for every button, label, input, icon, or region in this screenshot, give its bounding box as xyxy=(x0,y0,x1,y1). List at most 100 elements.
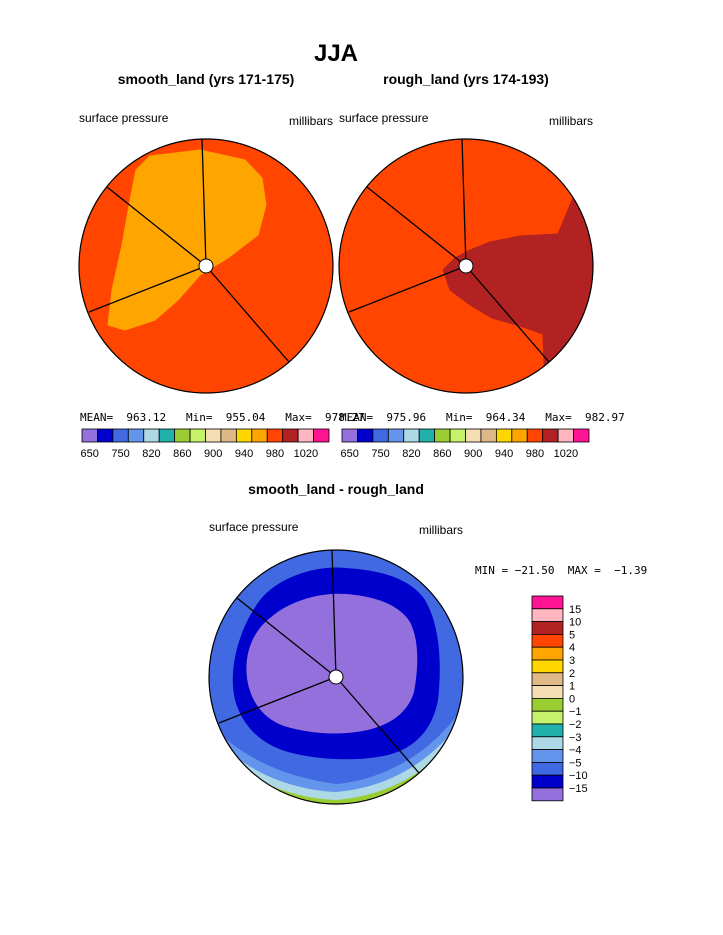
colorbar-label: 820 xyxy=(142,448,160,460)
colorbar-label: −15 xyxy=(569,783,588,795)
colorbar-label: −2 xyxy=(569,719,582,731)
colorbar-swatch xyxy=(97,428,114,443)
colorbar-label: 650 xyxy=(81,448,99,460)
longitude-line xyxy=(348,265,467,313)
colorbar-label: 980 xyxy=(526,448,544,460)
colorbar-swatch xyxy=(531,710,564,725)
colorbar-swatch xyxy=(220,428,237,443)
colorbar-label: 4 xyxy=(569,642,575,654)
colorbar-swatch xyxy=(531,774,564,789)
colorbar-swatch xyxy=(282,428,299,443)
stats-text: MEAN= 975.96 Min= 964.34 Max= 982.97 xyxy=(340,411,625,424)
colorbar-label: 900 xyxy=(204,448,222,460)
figure-title: JJA xyxy=(314,40,358,67)
colorbar-swatch xyxy=(372,428,389,443)
units-label: millibars xyxy=(549,114,593,128)
colorbar-swatch xyxy=(542,428,559,443)
variable-label: surface pressure xyxy=(209,520,299,534)
longitude-line xyxy=(331,550,337,678)
pole-marker xyxy=(458,258,474,274)
colorbar-label: −3 xyxy=(569,732,582,744)
colorbar-swatch xyxy=(81,428,98,443)
colorbar-label: 0 xyxy=(569,693,575,705)
colorbar-swatch xyxy=(531,634,564,648)
colorbar-label: 650 xyxy=(341,448,359,460)
colorbar-swatch xyxy=(531,723,564,738)
colorbar-label: −1 xyxy=(569,706,582,718)
region-interior xyxy=(246,593,418,734)
colorbar-swatch xyxy=(557,428,574,443)
colorbar-swatch xyxy=(357,428,374,443)
colorbar-label: 5 xyxy=(569,629,575,641)
colorbar-label: 2 xyxy=(569,668,575,680)
panel-title: smooth_land - rough_land xyxy=(248,481,424,497)
longitude-line xyxy=(106,186,207,267)
panel-title: smooth_land (yrs 171-175) xyxy=(118,71,295,87)
colorbar-label: −5 xyxy=(569,757,582,769)
colorbar-swatch xyxy=(434,428,451,443)
units-label: millibars xyxy=(289,114,333,128)
colorbar-swatch xyxy=(449,428,466,443)
colorbar-swatch xyxy=(531,762,564,776)
map-boundary xyxy=(208,549,464,805)
colorbar-swatch xyxy=(531,621,564,635)
longitude-line xyxy=(205,265,290,363)
colorbar-label: 1 xyxy=(569,681,575,693)
colorbar-swatch xyxy=(531,659,564,674)
longitude-line xyxy=(465,265,550,363)
longitude-line xyxy=(218,676,337,724)
longitude-line xyxy=(236,597,337,678)
colorbar-swatch xyxy=(480,428,497,443)
colorbar-label: 10 xyxy=(569,617,581,629)
colorbar-swatch xyxy=(531,672,564,686)
colorbar-swatch xyxy=(174,428,191,443)
colorbar-swatch xyxy=(418,428,436,443)
colorbar-label: 900 xyxy=(464,448,482,460)
map-boundary xyxy=(78,138,334,394)
panel-rough-land: rough_land (yrs 174-193) surface pressur… xyxy=(338,71,625,460)
variable-label: surface pressure xyxy=(79,111,169,125)
region-polar-interior xyxy=(107,149,267,331)
colorbar-label: 940 xyxy=(235,448,253,460)
region-east-sector xyxy=(442,189,593,391)
colorbar-label: 940 xyxy=(495,448,513,460)
colorbar-swatch xyxy=(531,608,564,622)
colorbar-swatch xyxy=(205,428,222,443)
colorbar-swatch xyxy=(251,428,268,443)
colorbar-swatch xyxy=(235,428,253,443)
colorbar-swatch xyxy=(297,428,314,443)
stats-text: MIN = −21.50 MAX = −1.39 xyxy=(475,564,647,577)
longitude-line xyxy=(201,139,207,267)
colorbar-swatch xyxy=(511,428,528,443)
longitude-line xyxy=(88,265,207,313)
panel-difference: smooth_land - rough_land surface pressur… xyxy=(208,481,647,805)
longitude-line xyxy=(335,676,420,774)
panel-smooth-land: smooth_land (yrs 171-175) surface pressu… xyxy=(78,71,365,460)
panel-title: rough_land (yrs 174-193) xyxy=(383,71,549,87)
units-label: millibars xyxy=(419,523,463,537)
map-boundary xyxy=(338,138,594,394)
colorbar-swatch xyxy=(313,428,330,443)
colorbar-swatch xyxy=(573,428,590,443)
colorbar-swatch xyxy=(189,428,206,443)
longitude-line xyxy=(366,186,467,267)
colorbar-swatch xyxy=(465,428,482,443)
colorbar-swatch xyxy=(531,749,564,763)
colorbar-swatch xyxy=(526,428,544,443)
colorbar-label: 15 xyxy=(569,604,581,616)
colorbar-label: −10 xyxy=(569,770,588,782)
colorbar-label: 750 xyxy=(371,448,389,460)
pole-marker xyxy=(198,258,214,274)
colorbar: 650 750 820 860 900 940 980 1020 xyxy=(81,428,330,460)
colorbar-swatch xyxy=(127,428,145,443)
colorbar-swatch xyxy=(531,736,564,750)
colorbar-swatch xyxy=(531,787,564,802)
colorbar-label: 750 xyxy=(111,448,129,460)
colorbar-swatch xyxy=(531,595,564,610)
variable-label: surface pressure xyxy=(339,111,429,125)
colorbar-swatch xyxy=(495,428,513,443)
colorbar-swatch xyxy=(112,428,129,443)
colorbar-label: 860 xyxy=(173,448,191,460)
